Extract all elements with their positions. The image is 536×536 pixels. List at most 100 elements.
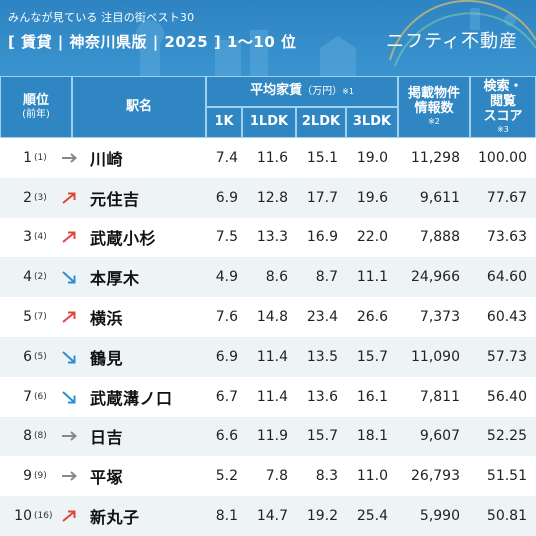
- score-cell: 64.60: [486, 269, 527, 286]
- listings-count-cell: 5,990: [419, 508, 460, 525]
- table-row: 1 (1) 川崎 7.4 11.6 15.1 19.0 11,298 100.00: [0, 138, 536, 178]
- rent-1k-cell: 7.5: [215, 229, 238, 246]
- rent-1ldk-cell: 7.8: [265, 468, 288, 485]
- rent-3ldk-cell: 18.1: [356, 428, 388, 445]
- rank-header-sublabel: (前年): [22, 108, 50, 120]
- rent-1ldk-cell: 8.6: [265, 269, 288, 286]
- rent-2ldk-cell: 17.7: [306, 189, 338, 206]
- listings-count-cell: 11,090: [411, 348, 460, 365]
- rent-1k-cell: 7.6: [215, 309, 238, 326]
- score-cell: 56.40: [486, 388, 527, 405]
- rent-1ldk-cell: 11.9: [256, 428, 288, 445]
- trend-up-arrow-icon: [58, 496, 80, 536]
- column-header-rent: 平均家賃（万円）※1: [206, 76, 398, 107]
- listings-header-note: ※2: [428, 117, 440, 127]
- station-name-cell: 鶴見: [90, 348, 124, 368]
- trend-up-arrow-icon: [58, 178, 80, 218]
- station-name-cell: 平塚: [90, 468, 124, 488]
- score-cell: 50.81: [486, 508, 527, 525]
- rent-1ldk-cell: 14.7: [256, 508, 288, 525]
- score-cell: 57.73: [486, 348, 527, 365]
- rent-3ldk-cell: 15.7: [356, 348, 388, 365]
- trend-down-arrow-icon: [58, 257, 80, 297]
- rent-2ldk-cell: 19.2: [306, 508, 338, 525]
- table-row: 6 (5) 鶴見 6.9 11.4 13.5 15.7 11,090 57.73: [0, 337, 536, 377]
- listings-count-cell: 9,607: [419, 428, 460, 445]
- previous-rank-cell: (3): [34, 192, 47, 203]
- listings-count-cell: 7,373: [419, 309, 460, 326]
- rank-cell: 9: [23, 468, 32, 485]
- listings-count-cell: 7,888: [419, 229, 460, 246]
- rent-1k-cell: 6.6: [215, 428, 238, 445]
- table-row: 9 (9) 平塚 5.2 7.8 8.3 11.0 26,793 51.51: [0, 456, 536, 497]
- ranking-table-body: 1 (1) 川崎 7.4 11.6 15.1 19.0 11,298 100.00 2 (3) 元住吉…: [0, 138, 536, 536]
- previous-rank-cell: (4): [34, 232, 47, 243]
- table-row: 8 (8) 日吉 6.6 11.9 15.7 18.1 9,607 52.25: [0, 416, 536, 457]
- trend-up-arrow-icon: [58, 297, 80, 337]
- column-header-2ldk: 2LDK: [296, 107, 346, 138]
- table-header: 順位 (前年) 駅名 平均家賃（万円）※1 1K 1LDK 2LDK 3LDK …: [0, 76, 536, 138]
- score-cell: 100.00: [478, 149, 527, 166]
- rent-1k-cell: 6.9: [215, 348, 238, 365]
- previous-rank-cell: (7): [34, 312, 47, 323]
- rent-2ldk-cell: 15.1: [306, 149, 338, 166]
- trend-flat-arrow-icon: [58, 138, 80, 178]
- rent-3ldk-cell: 22.0: [356, 229, 388, 246]
- table-row: 2 (3) 元住吉 6.9 12.8 17.7 19.6 9,611 77.67: [0, 177, 536, 218]
- rent-1k-cell: 6.7: [215, 388, 238, 405]
- station-name-cell: 元住吉: [90, 189, 140, 209]
- rent-1k-cell: 4.9: [215, 269, 238, 286]
- table-row: 3 (4) 武蔵小杉 7.5 13.3 16.9 22.0 7,888 73.63: [0, 217, 536, 258]
- table-row: 10 (16) 新丸子 8.1 14.7 19.2 25.4 5,990 50.81: [0, 496, 536, 536]
- rent-1k-cell: 7.4: [215, 149, 238, 166]
- listings-count-cell: 9,611: [419, 189, 460, 206]
- table-row: 7 (6) 武蔵溝ノ口 6.7 11.4 13.6 16.1 7,811 56.40: [0, 376, 536, 417]
- score-header-line2: 閲覧: [489, 93, 516, 109]
- rent-1k-cell: 6.9: [215, 189, 238, 206]
- trend-down-arrow-icon: [58, 337, 80, 377]
- previous-rank-cell: (2): [34, 272, 47, 283]
- rent-2ldk-cell: 15.7: [306, 428, 338, 445]
- station-header-label: 駅名: [125, 98, 152, 114]
- trend-up-arrow-icon: [58, 218, 80, 258]
- rent-1ldk-cell: 11.4: [256, 388, 288, 405]
- column-header-station: 駅名: [72, 76, 206, 138]
- station-name-cell: 横浜: [90, 309, 124, 329]
- rent-2ldk-cell: 13.6: [306, 388, 338, 405]
- rent-3ldk-cell: 19.0: [356, 149, 388, 166]
- table-row: 4 (2) 本厚木 4.9 8.6 8.7 11.1 24,966 64.60: [0, 257, 536, 298]
- trend-flat-arrow-icon: [58, 456, 80, 496]
- rent-2ldk-cell: 8.7: [315, 269, 338, 286]
- rank-cell: 2: [23, 189, 32, 206]
- rent-3ldk-cell: 16.1: [356, 388, 388, 405]
- rank-cell: 4: [23, 269, 32, 286]
- rent-1k-cell: 5.2: [215, 468, 238, 485]
- station-name-cell: 武蔵溝ノ口: [90, 388, 173, 408]
- station-name-cell: 日吉: [90, 428, 124, 448]
- rent-3ldk-cell: 26.6: [356, 309, 388, 326]
- previous-rank-cell: (9): [34, 471, 47, 482]
- column-header-1ldk: 1LDK: [242, 107, 296, 138]
- rent-1ldk-cell: 14.8: [256, 309, 288, 326]
- previous-rank-cell: (6): [34, 391, 47, 402]
- score-cell: 51.51: [486, 468, 527, 485]
- column-header-1k: 1K: [206, 107, 242, 138]
- score-cell: 52.25: [486, 428, 527, 445]
- rent-3ldk-cell: 11.0: [356, 468, 388, 485]
- station-name-cell: 新丸子: [90, 508, 140, 528]
- rent-3ldk-cell: 11.1: [356, 269, 388, 286]
- rent-2ldk-cell: 13.5: [306, 348, 338, 365]
- previous-rank-cell: (8): [34, 431, 47, 442]
- rent-2ldk-cell: 16.9: [306, 229, 338, 246]
- column-header-rank: 順位 (前年): [0, 76, 72, 138]
- rent-header-label: 平均家賃: [250, 83, 303, 99]
- listings-count-cell: 11,298: [411, 149, 460, 166]
- listings-count-cell: 24,966: [411, 269, 460, 286]
- previous-rank-cell: (1): [34, 152, 47, 163]
- rent-1ldk-cell: 13.3: [256, 229, 288, 246]
- column-header-score: 検索・ 閲覧 スコア ※3: [470, 76, 536, 138]
- listings-count-cell: 7,811: [419, 388, 460, 405]
- rent-1ldk-cell: 11.6: [256, 149, 288, 166]
- column-header-listings: 掲載物件 情報数 ※2: [398, 76, 470, 138]
